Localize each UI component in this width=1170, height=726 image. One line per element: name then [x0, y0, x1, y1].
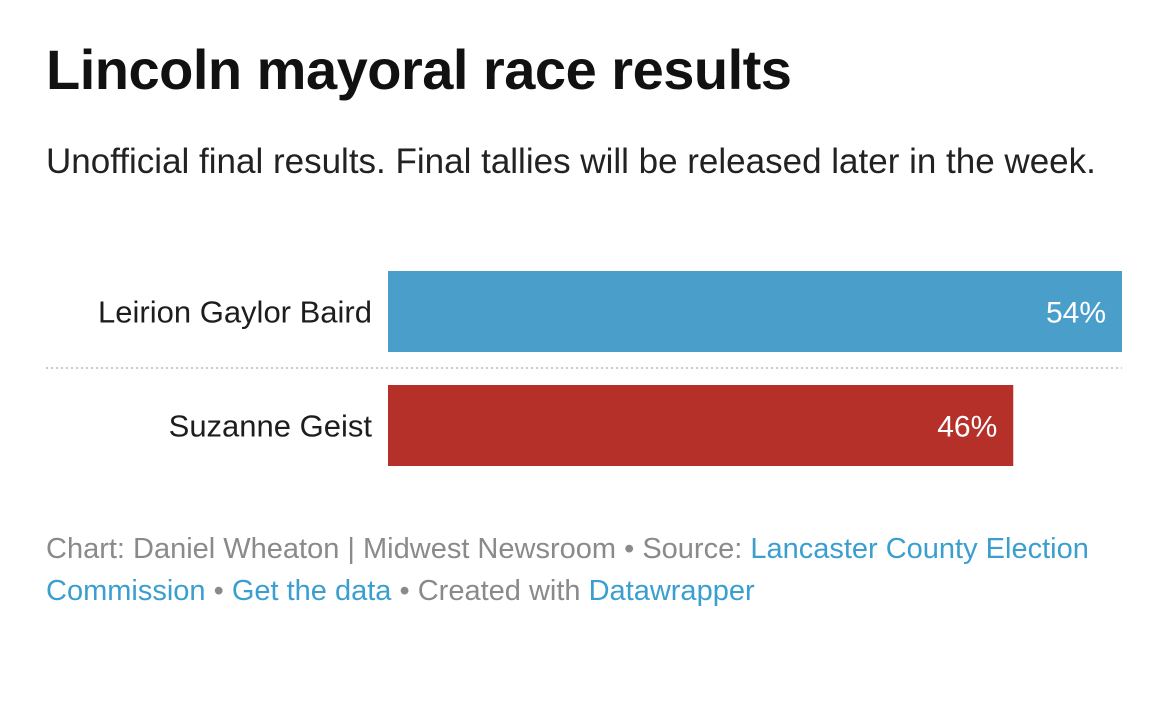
bar: [388, 271, 1122, 352]
footer-credit: Chart: Daniel Wheaton | Midwest Newsroom: [46, 533, 617, 565]
chart-title: Lincoln mayoral race results: [46, 38, 792, 101]
footer-separator: •: [213, 575, 224, 607]
footer-separator: •: [624, 533, 635, 565]
data-label: 54%: [1046, 297, 1106, 330]
get-data-link[interactable]: Get the data: [231, 575, 392, 607]
category-label: Suzanne Geist: [169, 409, 373, 444]
category-label: Leirion Gaylor Baird: [98, 295, 372, 330]
chart-subtitle: Unofficial final results. Final tallies …: [46, 142, 1096, 181]
datawrapper-link[interactable]: Datawrapper: [588, 575, 755, 607]
footer-source-label: Source:: [642, 533, 751, 565]
chart-footer: Chart: Daniel Wheaton | Midwest Newsroom…: [46, 528, 1126, 612]
footer-created-label: Created with: [417, 575, 589, 607]
data-label: 46%: [937, 411, 997, 444]
bar: [388, 385, 1014, 466]
footer-separator: •: [399, 575, 410, 607]
footer-source-link[interactable]: Lancaster County Election Commission: [46, 533, 1089, 607]
